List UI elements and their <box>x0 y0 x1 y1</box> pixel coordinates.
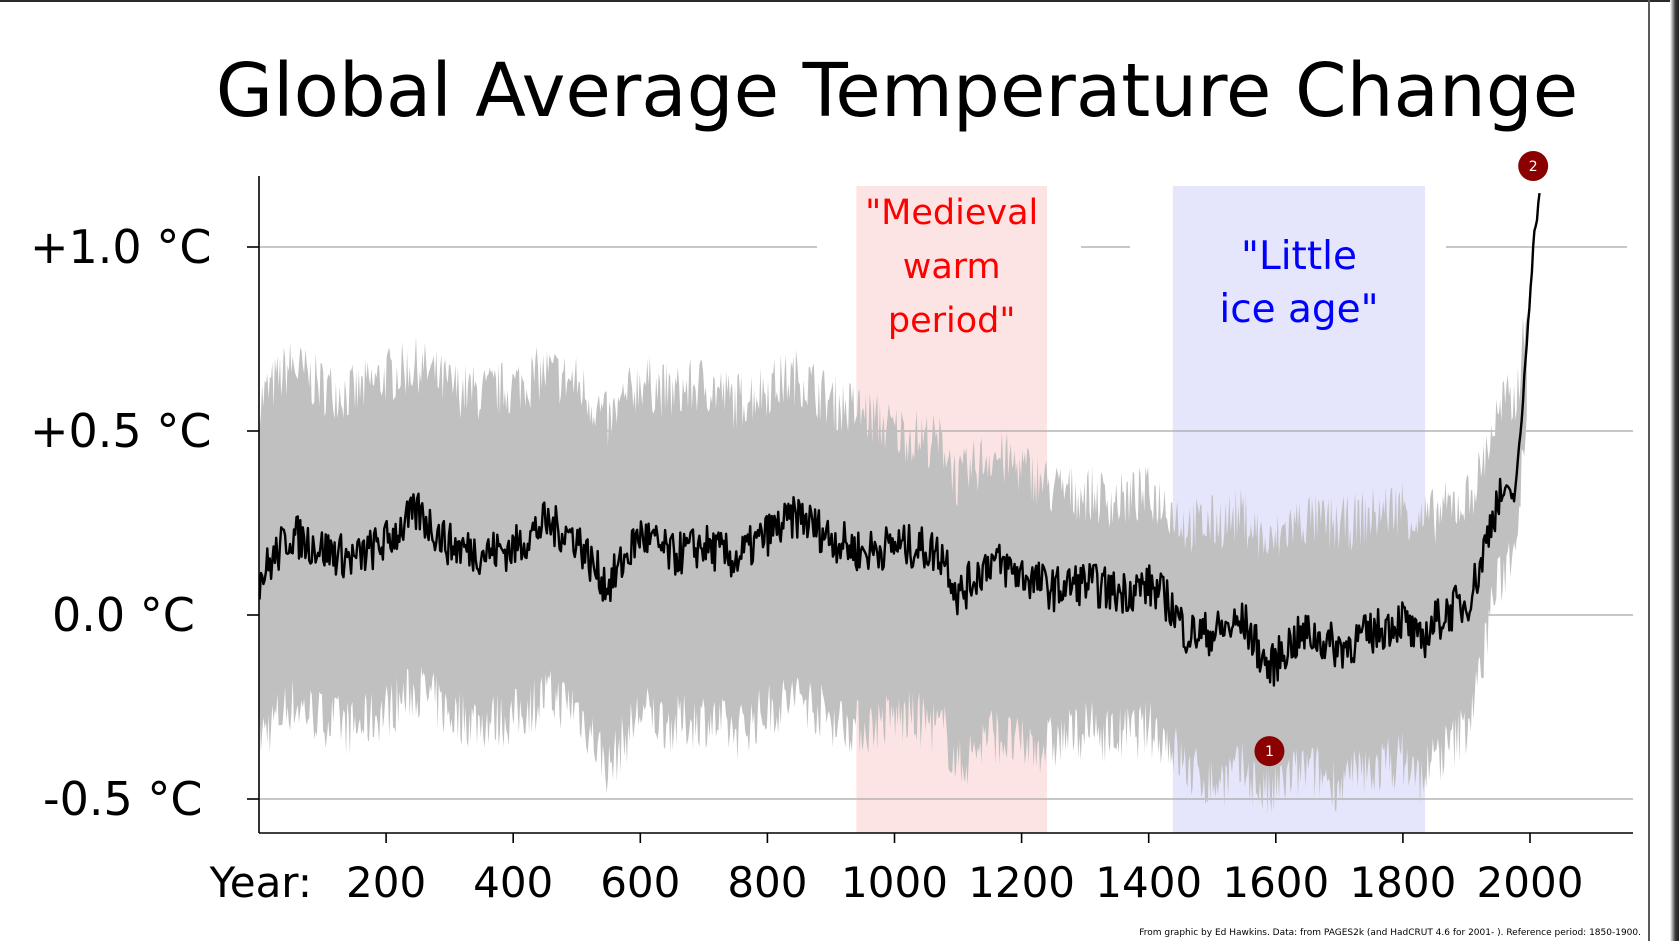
x-tick-label: 1600 <box>1222 858 1329 907</box>
marker-layer: 12 <box>1254 151 1549 767</box>
axis-layer: +1.0 °C +0.5 °C 0.0 °C -0.5 °C 200 400 600 800 1… <box>30 176 1633 907</box>
x-tick-label: 1800 <box>1349 858 1456 907</box>
y-tick-label: +0.5 °C <box>30 404 211 458</box>
x-tick-label: 800 <box>727 858 807 907</box>
x-tick-label: 200 <box>346 858 426 907</box>
marker-label: 1 <box>1265 744 1274 760</box>
window-edge-line <box>1648 0 1650 941</box>
uncertainty-band <box>259 314 1527 816</box>
y-tick-label: +1.0 °C <box>30 220 211 274</box>
band-label-1: "Little <box>1241 234 1357 279</box>
x-tick-label: 1000 <box>841 858 948 907</box>
marker-2 <box>1518 151 1549 182</box>
mean-temperature-line <box>258 192 1541 687</box>
y-tick-label: -0.5 °C <box>43 772 203 826</box>
chart-title: Global Average Temperature Change <box>216 48 1579 134</box>
band-label-0: warm <box>903 247 1001 287</box>
uncertainty-layer <box>259 314 1527 816</box>
x-tick-label: 400 <box>473 858 553 907</box>
band-label-1: ice age" <box>1219 287 1378 332</box>
mean-line-layer <box>258 192 1541 687</box>
x-axis-prefix: Year: <box>209 858 312 907</box>
x-tick-label: 1200 <box>968 858 1075 907</box>
window-edge-shadow <box>1670 0 1679 941</box>
credit-text: From graphic by Ed Hawkins. Data: from P… <box>1139 928 1641 938</box>
bands-layer: "Medieval warm period" "Little ice age" <box>856 186 1426 833</box>
band-label-0: period" <box>888 301 1016 341</box>
marker-label: 2 <box>1529 159 1538 175</box>
x-tick-label: 1400 <box>1095 858 1202 907</box>
x-tick-label: 2000 <box>1477 858 1584 907</box>
x-tick-label: 600 <box>600 858 680 907</box>
marker-1 <box>1254 736 1285 767</box>
y-tick-label: 0.0 °C <box>52 588 195 642</box>
band-label-0: "Medieval <box>865 193 1038 233</box>
